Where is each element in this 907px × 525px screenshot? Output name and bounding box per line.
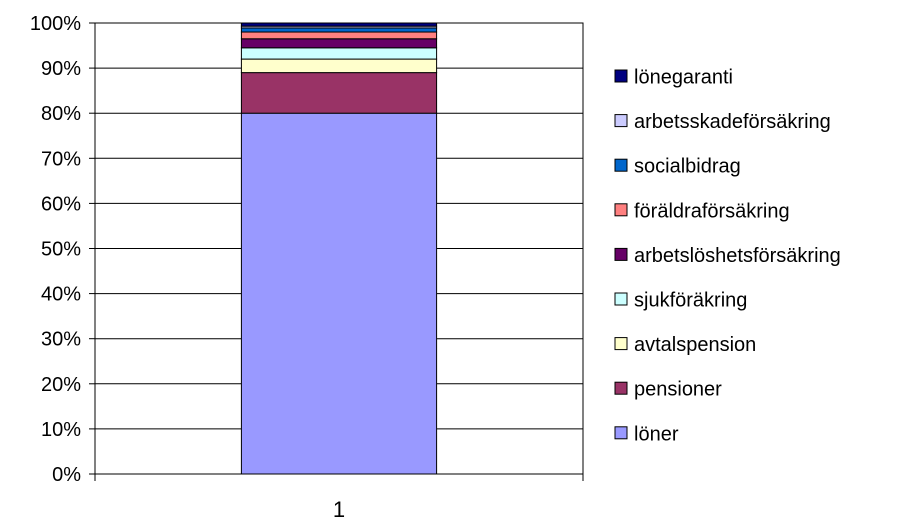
legend-label: lönegaranti [634, 67, 733, 89]
y-tick-label: 40% [41, 284, 81, 306]
y-tick-label: 0% [52, 464, 81, 486]
legend-label: föräldraförsäkring [634, 200, 790, 222]
legend-label: pensioner [634, 379, 722, 401]
legend-swatch [614, 69, 628, 83]
y-tick-label: 20% [41, 374, 81, 396]
bar-segment [240, 22, 438, 27]
y-tick-label: 60% [41, 193, 81, 215]
y-tick-label: 50% [41, 239, 81, 261]
y-tick-label: 100% [30, 13, 81, 35]
legend: lönegaranti arbetsskadeförsäkring socialbi… [614, 67, 841, 445]
legend-swatch [614, 203, 628, 217]
legend-swatch [614, 114, 628, 128]
y-tick-label: 90% [41, 58, 81, 80]
bar-segment [240, 58, 438, 74]
y-tick-label: 70% [41, 148, 81, 170]
legend-swatch [614, 158, 628, 172]
legend-label: sjukföräkring [634, 290, 747, 312]
bar-segment [240, 47, 438, 60]
legend-label: arbetsskadeförsäkring [634, 111, 831, 133]
y-tick-label: 80% [41, 103, 81, 125]
bar-segment [240, 112, 438, 475]
legend-swatch [614, 247, 628, 261]
legend-label: löner [634, 423, 679, 445]
legend-label: socialbidrag [634, 156, 741, 178]
legend-swatch [614, 381, 628, 395]
legend-swatch [614, 337, 628, 351]
legend-swatch [614, 292, 628, 306]
bars [240, 22, 438, 475]
legend-label: avtalspension [634, 334, 756, 356]
y-tick-label: 10% [41, 419, 81, 441]
y-tick-label: 30% [41, 329, 81, 351]
bar-segment [240, 38, 438, 49]
bar-segment [240, 31, 438, 40]
bar-segment [240, 27, 438, 33]
bar-segment [240, 72, 438, 114]
axes: 0% 10% 20% 30% 40% 50% 60% 70% 80% 90% 100% 1 [30, 13, 584, 522]
legend-label: arbetslöshetsförsäkring [634, 245, 841, 267]
legend-swatch [614, 426, 628, 440]
x-tick-label: 1 [333, 497, 345, 520]
